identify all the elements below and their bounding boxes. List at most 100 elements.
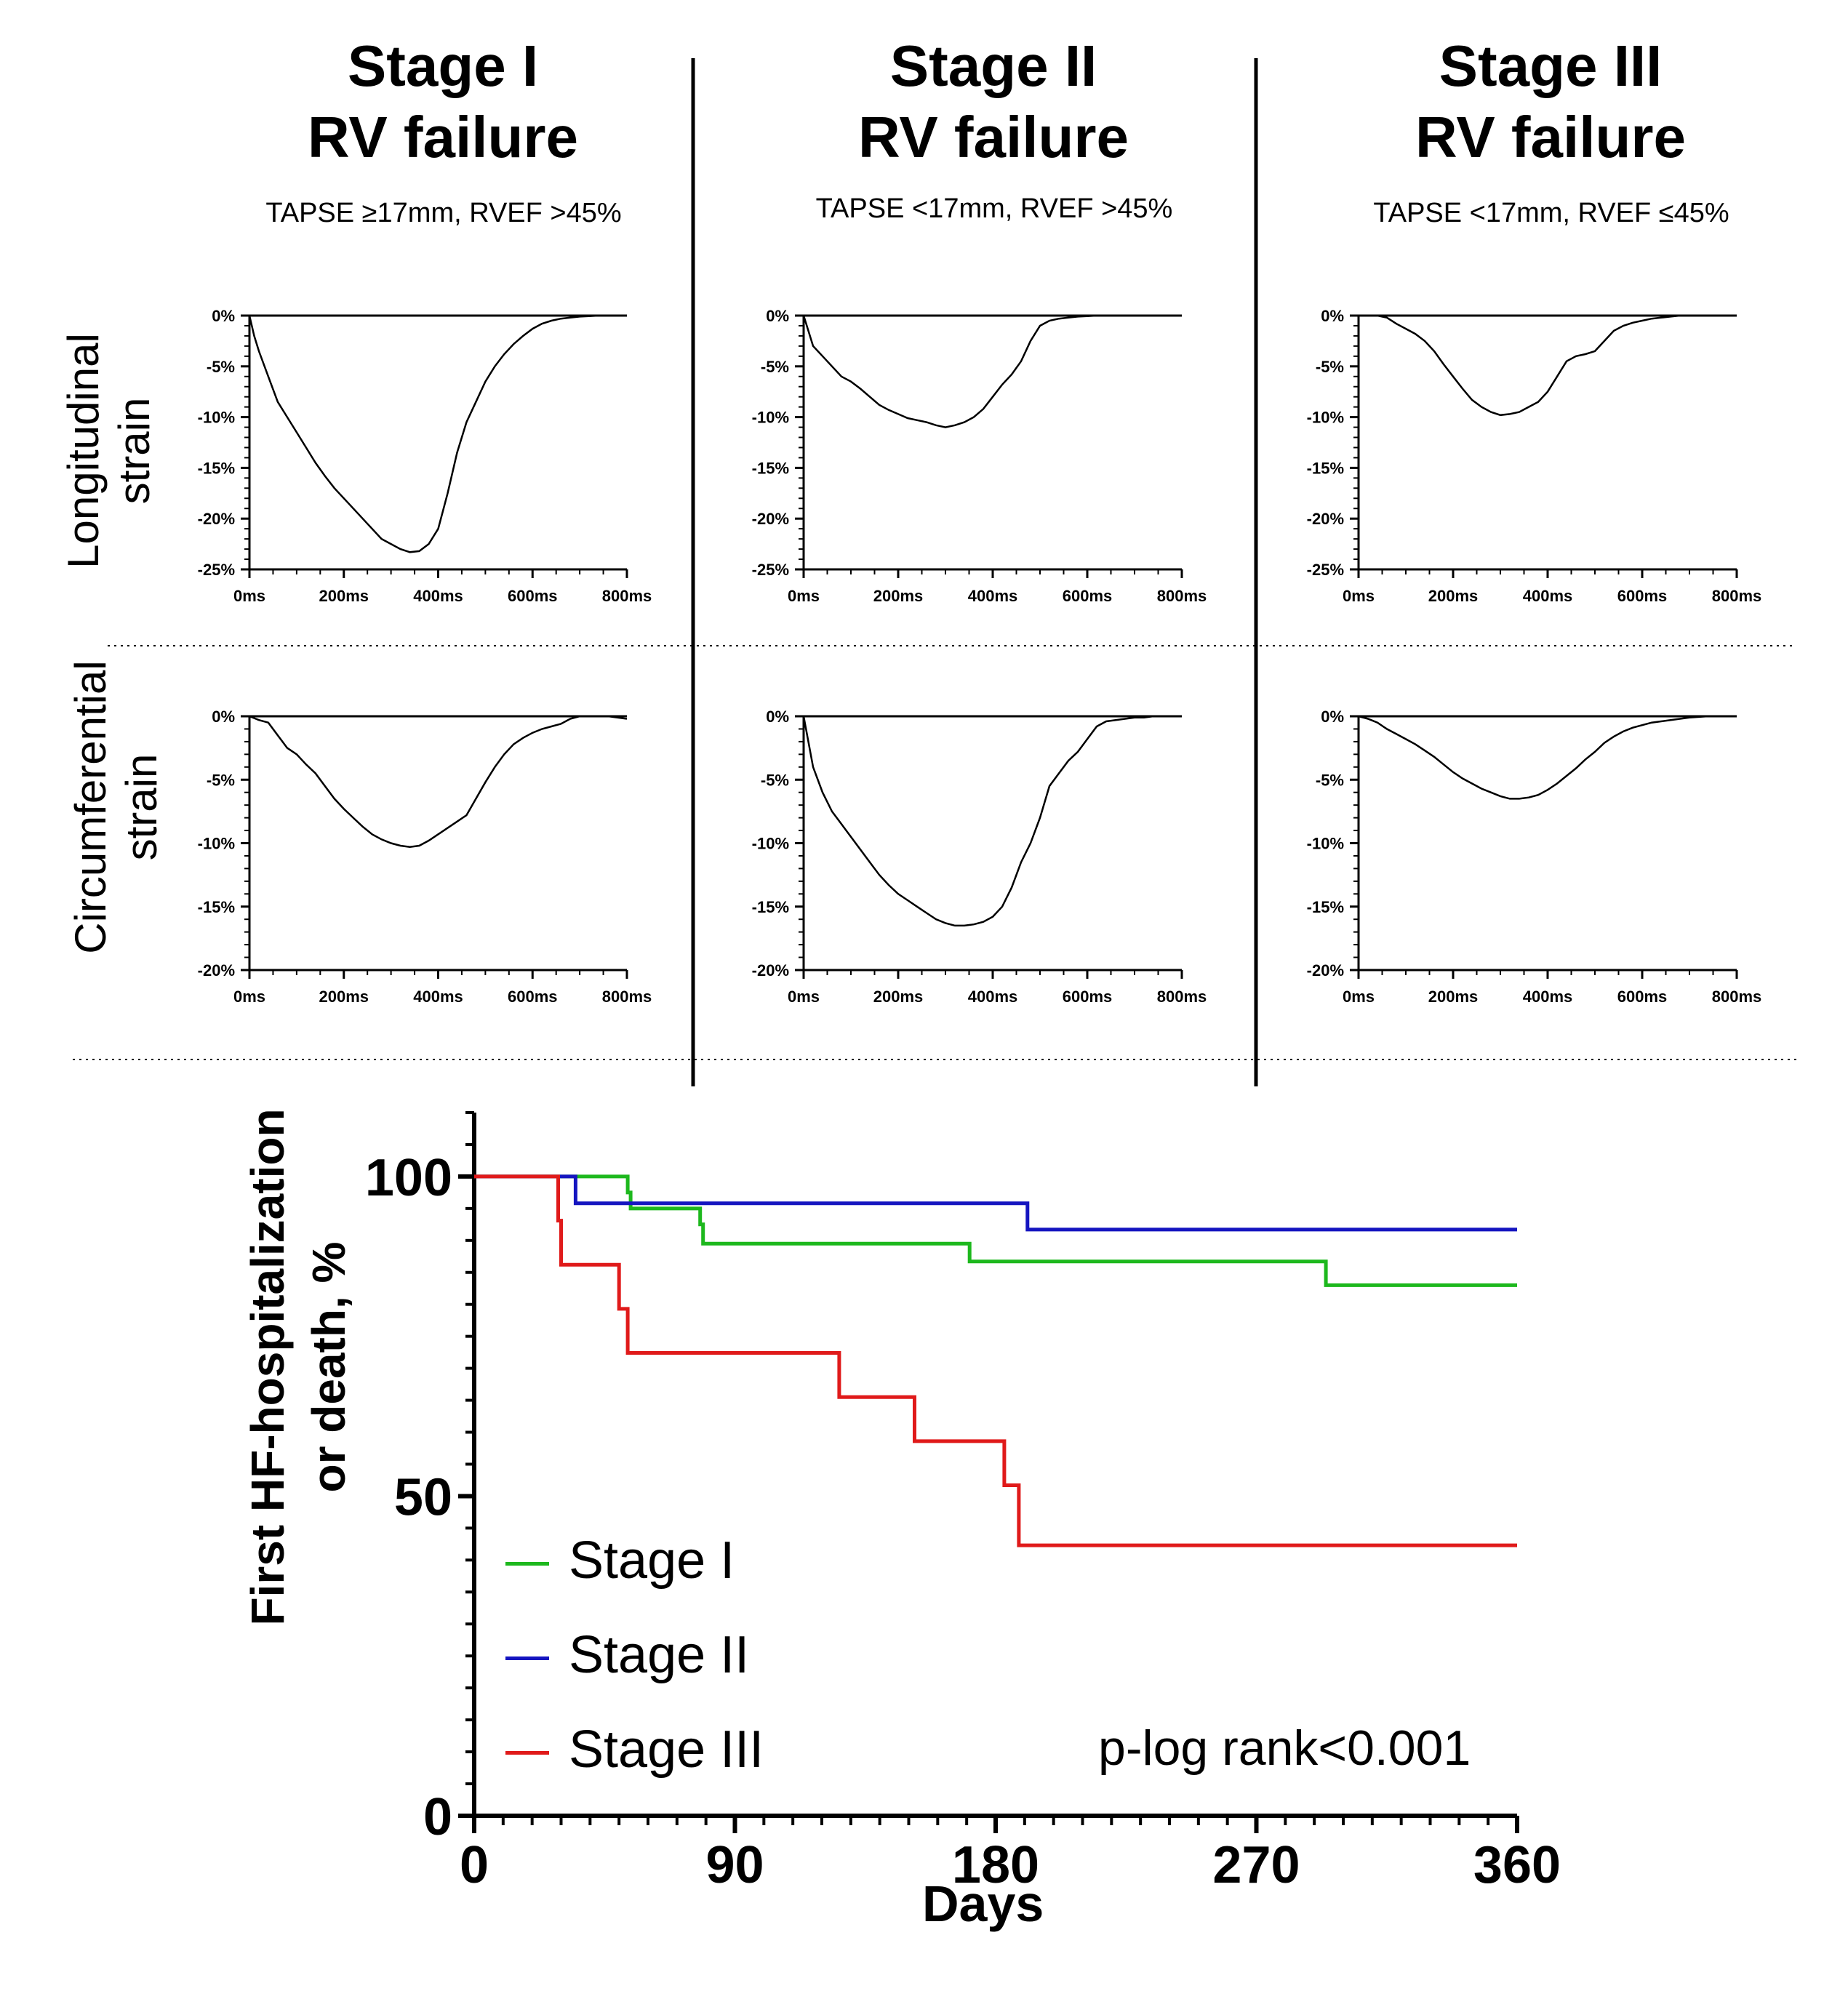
km-y-tick-label: 0: [423, 1788, 452, 1846]
y-tick-label: -20%: [1307, 510, 1344, 528]
x-tick-label: 600ms: [1063, 988, 1113, 1006]
y-tick-label: -10%: [1307, 835, 1344, 853]
x-tick-label: 800ms: [1157, 988, 1207, 1006]
y-tick-label: -15%: [1307, 459, 1344, 477]
legend-swatch-stage-1: [505, 1562, 549, 1566]
x-tick-label: 0ms: [233, 988, 265, 1006]
y-tick-label: -25%: [1307, 561, 1344, 579]
column-title-line1: Stage II: [889, 33, 1097, 98]
y-tick-label: -5%: [207, 358, 235, 376]
y-tick-label: -20%: [198, 510, 235, 528]
x-tick-label: 800ms: [1712, 587, 1762, 605]
km-x-axis-label: Days: [922, 1875, 1044, 1932]
y-tick-label: -5%: [1316, 771, 1344, 789]
x-tick-label: 0ms: [788, 587, 820, 605]
x-tick-label: 0ms: [1343, 587, 1375, 605]
km-x-tick-label: 180: [952, 1836, 1039, 1894]
column-title-stage-1: Stage I RV failure: [188, 31, 697, 173]
y-tick-label: -15%: [198, 459, 235, 477]
y-tick-label: -15%: [752, 459, 789, 477]
x-tick-label: 600ms: [1617, 587, 1668, 605]
y-tick-label: -20%: [752, 510, 789, 528]
x-tick-label: 0ms: [233, 587, 265, 605]
x-tick-label: 400ms: [413, 988, 463, 1006]
strain-panel-1: 0% -5% -10% -15% -20% -25% 0ms 200ms 400ms 600ms 8…: [198, 307, 652, 605]
y-tick-label: -10%: [752, 409, 789, 427]
y-tick-label: 0%: [766, 307, 789, 325]
x-tick-label: 400ms: [1523, 587, 1573, 605]
y-tick-label: -5%: [1316, 358, 1344, 376]
x-tick-label: 600ms: [1063, 587, 1113, 605]
y-tick-label: -15%: [1307, 898, 1344, 916]
strain-panel-3: 0% -5% -10% -15% -20% -25% 0ms 200ms 400ms 600ms 8…: [1307, 307, 1762, 605]
x-tick-label: 200ms: [1428, 988, 1479, 1006]
y-tick-label: -20%: [1307, 961, 1344, 980]
column-subtitle-stage-3: TAPSE <17mm, RVEF ≤45%: [1373, 198, 1729, 228]
y-tick-label: -10%: [198, 835, 235, 853]
y-tick-label: 0%: [766, 708, 789, 726]
p-value-annotation: p-log rank<0.001: [1098, 1720, 1471, 1776]
km-curve-stage-iii: [474, 1174, 1517, 1547]
legend-label-stage-3: Stage III: [569, 1720, 764, 1779]
y-tick-label: 0%: [212, 708, 235, 726]
x-tick-label: 0ms: [1343, 988, 1375, 1006]
km-curve-stage-i: [474, 1174, 1517, 1287]
strain-panel-2: 0% -5% -10% -15% -20% -25% 0ms 200ms 400ms 600ms 8…: [752, 307, 1207, 605]
y-tick-label: -10%: [752, 835, 789, 853]
column-title-line1: Stage I: [347, 33, 539, 98]
x-tick-label: 200ms: [873, 587, 924, 605]
column-title-line2: RV failure: [308, 105, 578, 169]
x-tick-label: 600ms: [1617, 988, 1668, 1006]
legend-label-stage-2: Stage II: [569, 1626, 750, 1684]
strain-panel-6: 0% -5% -10% -15% -20% 0ms 200ms 400ms 600ms 800ms: [1307, 708, 1762, 1006]
km-x-tick-label: 270: [1212, 1836, 1300, 1894]
km-x-tick-label: 0: [460, 1836, 489, 1894]
strain-curve: [1359, 314, 1737, 417]
strain-curve: [802, 314, 1182, 428]
y-tick-label: -25%: [752, 561, 789, 579]
x-tick-label: 600ms: [508, 988, 558, 1006]
km-x-tick-label: 360: [1473, 1836, 1561, 1894]
column-title-stage-3: Stage III RV failure: [1296, 31, 1805, 173]
y-tick-label: -5%: [207, 771, 235, 789]
strain-curve: [248, 314, 627, 553]
x-tick-label: 200ms: [1428, 587, 1479, 605]
column-title-stage-2: Stage II RV failure: [739, 31, 1248, 173]
y-tick-label: -15%: [198, 898, 235, 916]
strain-curve: [249, 715, 628, 848]
column-title-line2: RV failure: [858, 105, 1129, 169]
x-tick-label: 400ms: [968, 587, 1018, 605]
strain-curve: [802, 715, 1154, 927]
y-tick-label: -10%: [198, 409, 235, 427]
legend-swatch-stage-2: [505, 1657, 549, 1660]
x-tick-label: 400ms: [413, 587, 463, 605]
legend-swatch-stage-3: [505, 1751, 549, 1755]
legend-label-stage-1: Stage I: [569, 1531, 735, 1590]
y-tick-label: 0%: [212, 307, 235, 325]
x-tick-label: 800ms: [1712, 988, 1762, 1006]
x-tick-label: 0ms: [788, 988, 820, 1006]
x-tick-label: 800ms: [602, 988, 652, 1006]
y-tick-label: -20%: [198, 961, 235, 980]
column-title-line1: Stage III: [1439, 33, 1663, 98]
strain-panel-4: 0% -5% -10% -15% -20% 0ms 200ms 400ms 600ms 800ms: [198, 708, 652, 1006]
x-tick-label: 400ms: [1523, 988, 1573, 1006]
km-y-tick-label: 100: [365, 1149, 452, 1207]
y-tick-label: -20%: [752, 961, 789, 980]
y-tick-label: 0%: [1321, 307, 1344, 325]
x-tick-label: 800ms: [602, 587, 652, 605]
x-tick-label: 200ms: [873, 988, 924, 1006]
km-curve-stage-ii: [474, 1174, 1517, 1232]
y-tick-label: -15%: [752, 898, 789, 916]
km-x-tick-label: 90: [705, 1836, 764, 1894]
column-subtitle-stage-2: TAPSE <17mm, RVEF >45%: [815, 193, 1173, 224]
column-title-line2: RV failure: [1415, 105, 1686, 169]
x-tick-label: 800ms: [1157, 587, 1207, 605]
strain-panel-5: 0% -5% -10% -15% -20% 0ms 200ms 400ms 600ms 800ms: [752, 708, 1207, 1006]
km-y-tick-label: 50: [394, 1468, 452, 1526]
y-tick-label: 0%: [1321, 708, 1344, 726]
x-tick-label: 200ms: [319, 587, 369, 605]
x-tick-label: 200ms: [319, 988, 369, 1006]
